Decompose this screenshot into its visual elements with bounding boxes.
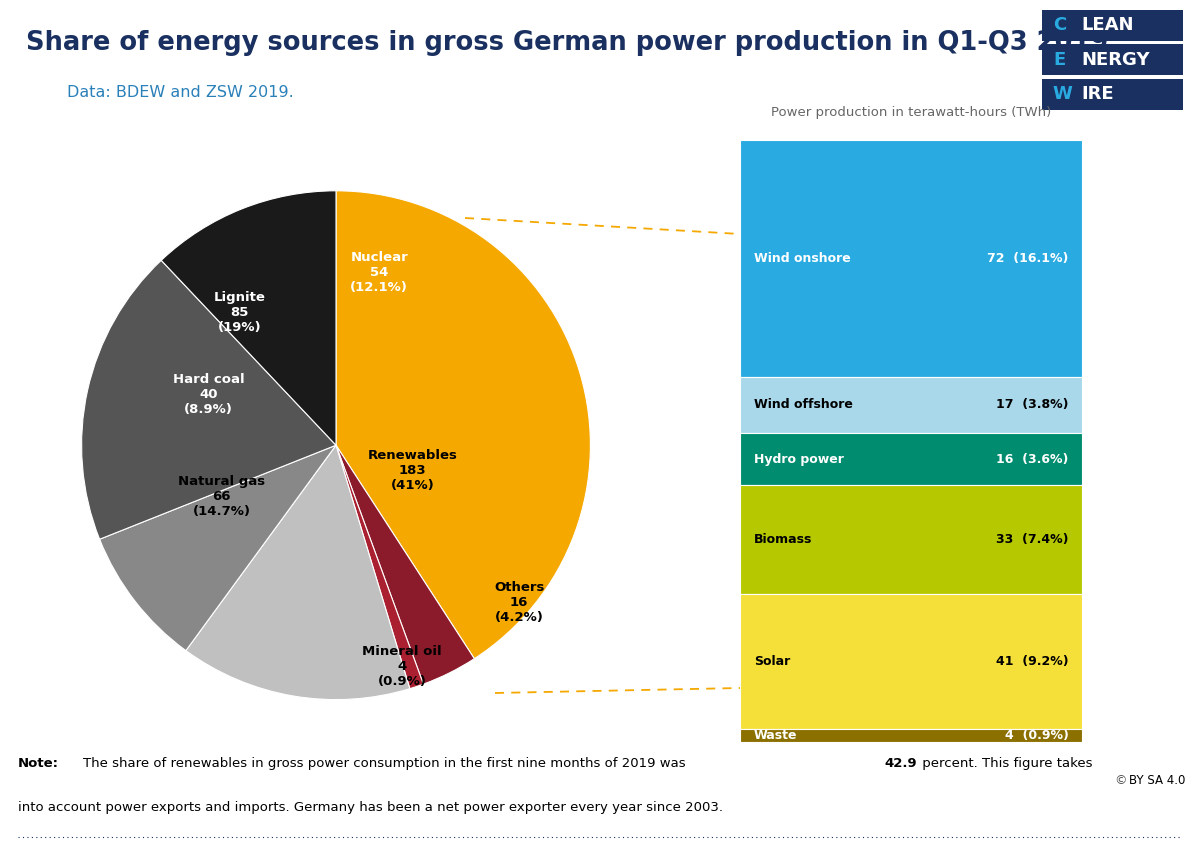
Text: 4  (0.9%): 4 (0.9%): [1004, 729, 1069, 742]
Wedge shape: [336, 445, 424, 689]
Text: IRE: IRE: [1081, 86, 1114, 103]
Bar: [740, 377, 1082, 432]
Bar: [740, 728, 1082, 742]
Text: Mineral oil
4
(0.9%): Mineral oil 4 (0.9%): [362, 645, 442, 688]
Text: Note:: Note:: [18, 757, 59, 770]
Text: 41  (9.2%): 41 (9.2%): [996, 655, 1069, 668]
Text: Wind onshore: Wind onshore: [754, 252, 851, 265]
Wedge shape: [100, 445, 336, 650]
Text: Share of energy sources in gross German power production in Q1-Q3 2019.: Share of energy sources in gross German …: [26, 30, 1118, 56]
Text: W: W: [1052, 86, 1073, 103]
Text: E: E: [1052, 51, 1066, 69]
Text: percent. This figure takes: percent. This figure takes: [918, 757, 1092, 770]
Text: LEAN: LEAN: [1081, 16, 1134, 35]
Wedge shape: [82, 260, 336, 539]
Text: Natural gas
66
(14.7%): Natural gas 66 (14.7%): [178, 475, 265, 517]
Bar: [740, 594, 1082, 728]
Text: ©: ©: [1115, 773, 1127, 787]
Bar: [740, 432, 1082, 485]
Text: NERGY: NERGY: [1081, 51, 1150, 69]
Text: 42.9: 42.9: [884, 757, 917, 770]
Text: BY SA 4.0: BY SA 4.0: [1128, 773, 1184, 787]
Text: 16  (3.6%): 16 (3.6%): [996, 453, 1069, 466]
Bar: [740, 485, 1082, 594]
Wedge shape: [161, 191, 336, 445]
Text: Hard coal
40
(8.9%): Hard coal 40 (8.9%): [173, 373, 245, 416]
Text: Solar: Solar: [754, 655, 791, 668]
Text: Data: BDEW and ZSW 2019.: Data: BDEW and ZSW 2019.: [67, 85, 294, 99]
Text: Others
16
(4.2%): Others 16 (4.2%): [494, 582, 545, 624]
Text: 17  (3.8%): 17 (3.8%): [996, 399, 1069, 411]
Wedge shape: [186, 445, 410, 700]
Text: Lignite
85
(19%): Lignite 85 (19%): [214, 292, 265, 334]
Text: Biomass: Biomass: [754, 533, 812, 546]
Text: Power production in terawatt-hours (TWh): Power production in terawatt-hours (TWh): [772, 106, 1051, 119]
Text: 72  (16.1%): 72 (16.1%): [988, 252, 1069, 265]
Wedge shape: [336, 445, 474, 684]
Bar: [740, 140, 1082, 377]
Text: Hydro power: Hydro power: [754, 453, 844, 466]
Text: C: C: [1052, 16, 1066, 35]
Text: Wind offshore: Wind offshore: [754, 399, 853, 411]
Text: The share of renewables in gross power consumption in the first nine months of 2: The share of renewables in gross power c…: [83, 757, 689, 770]
Bar: [1042, 44, 1183, 75]
Text: Waste: Waste: [754, 729, 798, 742]
Text: 33  (7.4%): 33 (7.4%): [996, 533, 1069, 546]
Text: Renewables
183
(41%): Renewables 183 (41%): [367, 449, 457, 492]
Text: into account power exports and imports. Germany has been a net power exporter ev: into account power exports and imports. …: [18, 801, 722, 814]
Bar: [1042, 79, 1183, 110]
Wedge shape: [336, 191, 590, 659]
Text: Nuclear
54
(12.1%): Nuclear 54 (12.1%): [350, 251, 408, 293]
Bar: [1042, 10, 1183, 41]
